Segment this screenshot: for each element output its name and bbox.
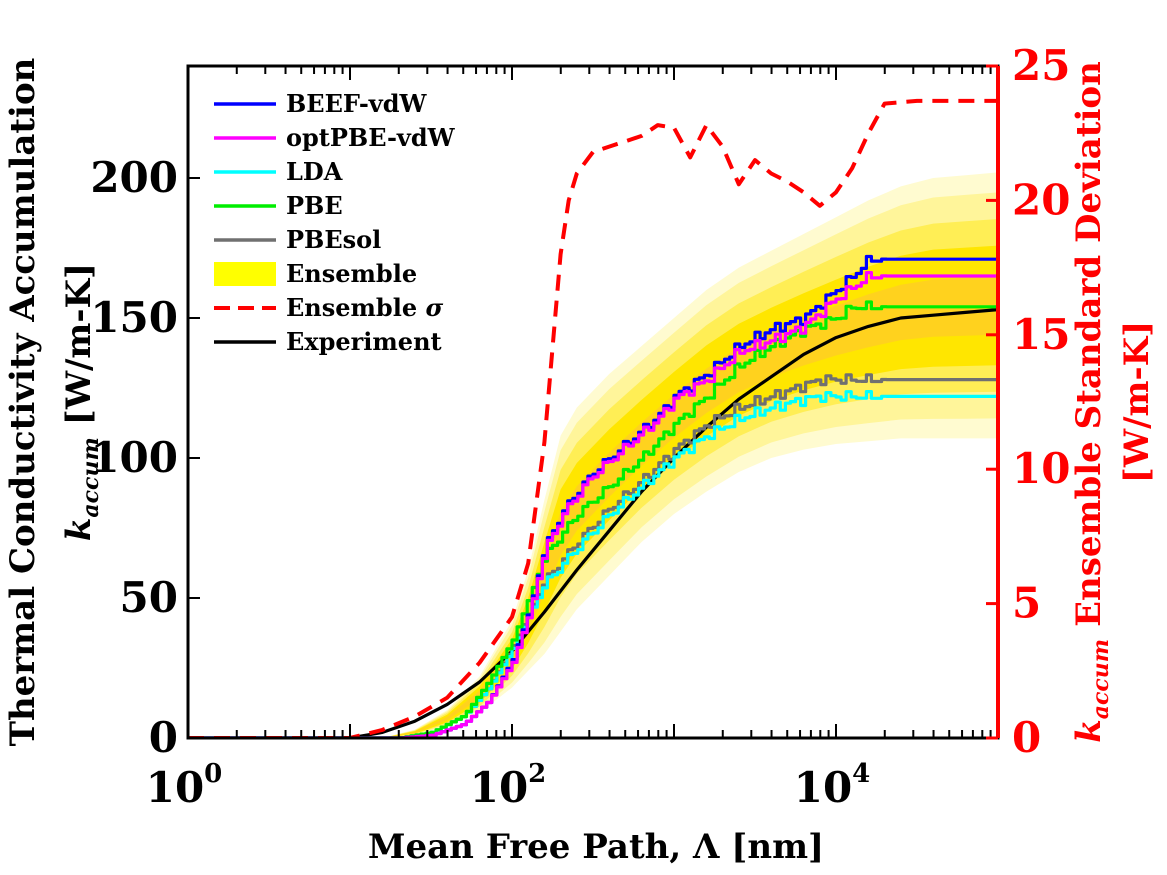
legend-label-text: PBE — [286, 191, 343, 220]
legend-label: PBEsol — [286, 225, 381, 254]
series-line-ensemble- — [188, 98, 998, 738]
x-axis-label: Mean Free Path, Λ [nm] — [368, 827, 824, 867]
ensemble-band-layer-4 — [350, 276, 998, 738]
y-tick-label-right: 20 — [1012, 175, 1070, 224]
legend-label-sigma: σ — [425, 293, 443, 322]
legend-label: Ensemble — [286, 259, 417, 288]
x-tick-label-exp: 2 — [528, 759, 546, 789]
y-axis-label-right-sub: accum — [1088, 639, 1114, 719]
legend-label-text: PBEsol — [286, 225, 381, 254]
x-tick-label-base: 10 — [794, 763, 852, 812]
y-tick-label-right: 15 — [1012, 310, 1070, 359]
y-tick-label-right: 5 — [1012, 579, 1041, 628]
x-tick-label-base: 10 — [470, 763, 528, 812]
y-axis-label-left-line1: Thermal Conductivity Accumulation — [3, 58, 43, 747]
y-axis-label-right-k: k — [1069, 719, 1109, 743]
y-tick-label-left: 200 — [90, 153, 178, 202]
y-axis-label-right-units: [W/m-K] — [1117, 321, 1157, 483]
legend-label-text: optPBE-vdW — [286, 123, 456, 152]
ensemble-band-layer-3 — [350, 245, 998, 738]
y-axis-label-left-sub: accum — [78, 437, 104, 517]
y-axis-label-right-rest: Ensemble Standard Deviation — [1069, 61, 1109, 627]
legend-label: Ensemble σ — [286, 293, 443, 322]
x-tick-label: 102 — [470, 759, 547, 812]
y-axis-label-right-line1: kaccum Ensemble Standard Deviation — [1069, 61, 1114, 743]
legend-label-text: LDA — [286, 157, 343, 186]
x-tick-label-base: 10 — [146, 763, 204, 812]
legend-swatch-ensemble — [214, 262, 276, 286]
x-tick-label: 100 — [146, 759, 223, 812]
y-tick-label-left: 150 — [90, 293, 178, 342]
y-tick-label-right: 25 — [1012, 41, 1070, 90]
legend-label: optPBE-vdW — [286, 123, 456, 152]
legend-label-text: Ensemble — [286, 293, 425, 322]
legend-label: PBE — [286, 191, 343, 220]
y-axis-label-left-line2: kaccum [W/m-K] — [59, 263, 104, 541]
legend-label: BEEF-vdW — [286, 89, 428, 118]
y-tick-label-right: 10 — [1012, 444, 1070, 493]
y-tick-label-right: 0 — [1012, 713, 1041, 762]
legend-label-text: BEEF-vdW — [286, 89, 428, 118]
y-tick-label-left: 50 — [120, 573, 178, 622]
ticks-layer — [187, 64, 998, 740]
x-tick-label-exp: 0 — [204, 759, 222, 789]
legend: BEEF-vdWoptPBE-vdWLDAPBEPBEsolEnsembleEn… — [214, 89, 456, 356]
y-axis-label-left-units: [W/m-K] — [59, 263, 99, 425]
legend-label: LDA — [286, 157, 343, 186]
legend-label-text: Experiment — [286, 327, 442, 356]
y-tick-label-left: 0 — [149, 713, 178, 762]
legend-label: Experiment — [286, 327, 442, 356]
y-axis-label-left-k: k — [59, 518, 99, 542]
y-tick-label-left: 100 — [90, 433, 178, 482]
legend-label-text: Ensemble — [286, 259, 417, 288]
x-tick-label: 104 — [794, 759, 871, 812]
x-tick-label-exp: 4 — [852, 759, 870, 789]
